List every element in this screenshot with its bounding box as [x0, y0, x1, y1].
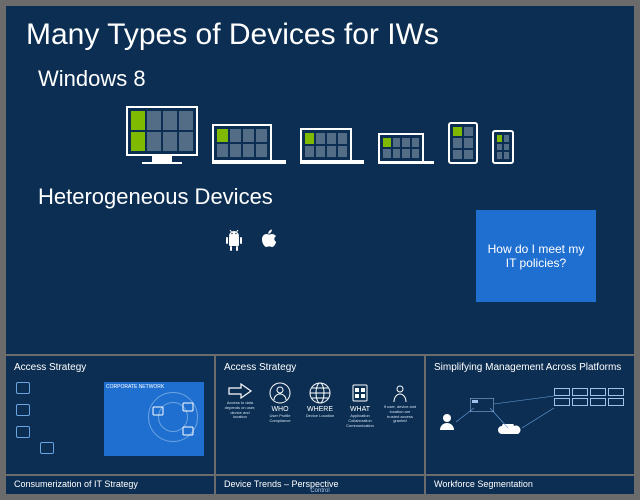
what-icon [349, 382, 371, 404]
slide-title: Many Types of Devices for IWs [26, 18, 614, 52]
section-windows8: Windows 8 [38, 66, 614, 92]
section-heterogeneous: Heterogeneous Devices [38, 184, 614, 210]
globe-icon [309, 382, 331, 404]
callout-text: How do I meet my IT policies? [484, 242, 588, 270]
android-icon [224, 228, 244, 252]
device-icon [182, 426, 194, 438]
callout-box: How do I meet my IT policies? [476, 210, 596, 302]
thumb-simplifying-management[interactable]: Simplifying Management Across Platforms [426, 356, 634, 474]
device-laptop-medium [300, 128, 364, 164]
arrow-icon [227, 382, 253, 400]
device-icon [182, 402, 194, 414]
device-laptop-large [212, 124, 286, 164]
control-label: Control [310, 488, 329, 494]
device-phone [492, 130, 514, 164]
thumb-title: Access Strategy [14, 362, 206, 373]
heterogeneous-row: How do I meet my IT policies? [26, 222, 614, 302]
thumb-title: Access Strategy [224, 362, 416, 373]
device-laptop-small [378, 133, 434, 164]
thumb-consumerization[interactable]: Consumerization of IT Strategy [6, 476, 214, 494]
thumbnail-row: Access Strategy CORPORATE NETWORK Access… [6, 356, 634, 474]
main-slide: Many Types of Devices for IWs Windows 8 [6, 6, 634, 354]
thumb-title: Simplifying Management Across Platforms [434, 362, 626, 373]
devices-row [26, 106, 614, 164]
who-icon [269, 382, 291, 404]
corporate-network-box: CORPORATE NETWORK [104, 382, 204, 456]
apple-icon [258, 228, 278, 252]
thumb-access-strategy-2[interactable]: Access Strategy Access to data depends o… [216, 356, 424, 474]
connector-lines [430, 378, 630, 468]
device-tablet [448, 122, 478, 164]
device-icon [152, 406, 164, 418]
device-monitor [126, 106, 198, 164]
thumb-device-trends[interactable]: Device Trends – Perspective Control [216, 476, 424, 494]
trust-icon [389, 382, 411, 404]
os-icons [26, 228, 476, 252]
thumb-access-strategy-1[interactable]: Access Strategy CORPORATE NETWORK [6, 356, 214, 474]
thumb-workforce-segmentation[interactable]: Workforce Segmentation [426, 476, 634, 494]
bottom-thumbnail-row: Consumerization of IT Strategy Device Tr… [6, 476, 634, 494]
